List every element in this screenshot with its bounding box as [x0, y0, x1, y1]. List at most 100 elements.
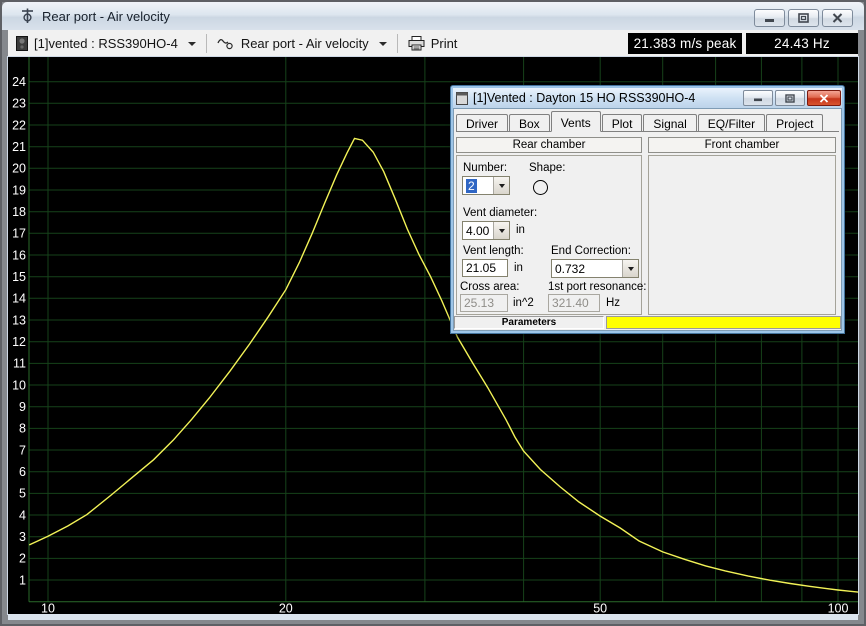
- y-tick-label: 21: [12, 140, 26, 154]
- minimize-button[interactable]: [754, 9, 785, 27]
- y-tick-label: 15: [12, 270, 26, 284]
- y-tick-label: 17: [12, 227, 26, 241]
- toolbar: [1]vented : RSS390HO-4 Rear port - Air v…: [8, 30, 858, 57]
- minimize-icon: [765, 18, 774, 22]
- sine-wave-port-icon: [217, 38, 233, 49]
- dialog-maximize-button[interactable]: [775, 90, 805, 106]
- number-combobox[interactable]: 2: [462, 176, 510, 195]
- y-tick-label: 20: [12, 162, 26, 176]
- peak-readout: 21.383 m/s peak: [628, 33, 742, 54]
- y-tick-label: 4: [19, 508, 26, 522]
- title-bar: Rear port - Air velocity: [2, 2, 864, 30]
- tab-plot[interactable]: Plot: [601, 114, 643, 131]
- vent-diameter-value: 4.00: [466, 223, 490, 238]
- plot-select[interactable]: Rear port - Air velocity: [209, 30, 395, 57]
- port-resonance-unit: Hz: [606, 297, 621, 309]
- dialog-title: [1]Vented : Dayton 15 HO RSS390HO-4: [473, 91, 696, 105]
- rear-chamber-group: [456, 155, 642, 315]
- port-resonance-input: 321.40: [548, 294, 600, 312]
- y-tick-label: 11: [13, 357, 26, 371]
- vent-diameter-combobox[interactable]: 4.00: [462, 221, 510, 240]
- vent-length-unit: in: [514, 262, 523, 274]
- vent-diameter-unit: in: [516, 224, 525, 236]
- number-dropdown-button[interactable]: [493, 177, 509, 194]
- driver-select[interactable]: [1]vented : RSS390HO-4: [8, 30, 204, 57]
- y-tick-label: 12: [12, 335, 26, 349]
- cross-area-label: Cross area:: [460, 281, 520, 293]
- rear-chamber-button[interactable]: Rear chamber: [456, 137, 642, 153]
- window-title: Rear port - Air velocity: [42, 8, 170, 24]
- x-tick-label: 20: [279, 602, 293, 615]
- chevron-down-icon: [498, 228, 505, 233]
- end-correction-dropdown-button[interactable]: [622, 260, 638, 277]
- tab-signal[interactable]: Signal: [643, 114, 697, 131]
- vent-length-label: Vent length:: [463, 245, 524, 257]
- x-tick-label: 10: [41, 602, 55, 615]
- dialog-close-button[interactable]: [807, 90, 841, 106]
- restore-icon: [798, 13, 809, 23]
- y-tick-label: 23: [12, 97, 26, 111]
- front-chamber-label: Front chamber: [704, 139, 780, 151]
- tab-vents[interactable]: Vents: [550, 111, 601, 132]
- tab-box[interactable]: Box: [509, 114, 550, 131]
- print-label: Print: [430, 36, 458, 51]
- tab-eq-filter[interactable]: EQ/Filter: [697, 114, 766, 131]
- port-resonance-label: 1st port resonance:: [548, 281, 647, 293]
- velocity-curve: [29, 137, 858, 593]
- y-tick-label: 1: [19, 573, 26, 587]
- chevron-down-icon: [187, 41, 196, 46]
- chevron-down-icon: [498, 183, 505, 188]
- vent-diameter-label: Vent diameter:: [463, 207, 538, 219]
- end-correction-combobox[interactable]: 0.732: [551, 259, 639, 278]
- toolbar-separator: [205, 34, 207, 53]
- tab-driver[interactable]: Driver: [456, 114, 508, 131]
- vent-length-input[interactable]: 21.05: [462, 259, 508, 277]
- shape-label: Shape:: [529, 162, 566, 174]
- chevron-down-icon: [627, 266, 634, 271]
- y-tick-label: 7: [19, 443, 26, 457]
- restore-icon: [785, 93, 795, 103]
- tab-project[interactable]: Project: [766, 114, 824, 131]
- speaker-box-icon: [16, 36, 28, 51]
- vents-dialog: [1]Vented : Dayton 15 HO RSS390HO-4 Driv…: [450, 85, 845, 334]
- rear-chamber-label: Rear chamber: [512, 139, 586, 151]
- y-tick-label: 6: [19, 465, 26, 479]
- close-button[interactable]: [822, 9, 853, 27]
- end-correction-label: End Correction:: [551, 245, 631, 257]
- dialog-body: Driver Box Vents Plot Signal EQ/Filter Project…: [453, 108, 842, 331]
- y-tick-label: 22: [12, 118, 26, 132]
- progress-bar: [606, 316, 841, 329]
- y-tick-label: 2: [19, 552, 26, 566]
- y-tick-label: 9: [19, 400, 26, 414]
- toolbar-separator: [396, 34, 398, 53]
- dialog-tabs: Driver Box Vents Plot Signal EQ/Filter Project: [456, 111, 839, 132]
- plot-select-label: Rear port - Air velocity: [240, 36, 369, 51]
- y-tick-label: 10: [12, 378, 26, 392]
- y-tick-label: 3: [19, 530, 26, 544]
- close-icon: [819, 93, 829, 103]
- dialog-title-bar: [1]Vented : Dayton 15 HO RSS390HO-4: [453, 88, 842, 108]
- maximize-button[interactable]: [788, 9, 819, 27]
- parameters-button[interactable]: Parameters: [454, 316, 604, 329]
- end-correction-value: 0.732: [555, 261, 586, 276]
- y-tick-label: 16: [12, 248, 26, 262]
- form-icon: [456, 91, 468, 105]
- y-tick-label: 13: [12, 313, 26, 327]
- y-tick-label: 18: [12, 205, 26, 219]
- front-chamber-button[interactable]: Front chamber: [648, 137, 836, 153]
- port-crosshair-icon: [22, 8, 33, 23]
- parameters-label: Parameters: [501, 317, 557, 328]
- chevron-down-icon: [378, 41, 387, 46]
- number-label: Number:: [463, 162, 508, 174]
- cross-area-unit: in^2: [513, 297, 534, 309]
- number-value: 2: [466, 178, 477, 193]
- y-tick-label: 19: [12, 183, 26, 197]
- print-button[interactable]: Print: [400, 30, 466, 57]
- vent-diameter-dropdown-button[interactable]: [493, 222, 509, 239]
- y-tick-label: 5: [19, 487, 26, 501]
- x-tick-label: 50: [593, 602, 607, 615]
- driver-select-label: [1]vented : RSS390HO-4: [34, 36, 178, 51]
- printer-icon: [408, 36, 425, 51]
- dialog-minimize-button[interactable]: [743, 90, 773, 106]
